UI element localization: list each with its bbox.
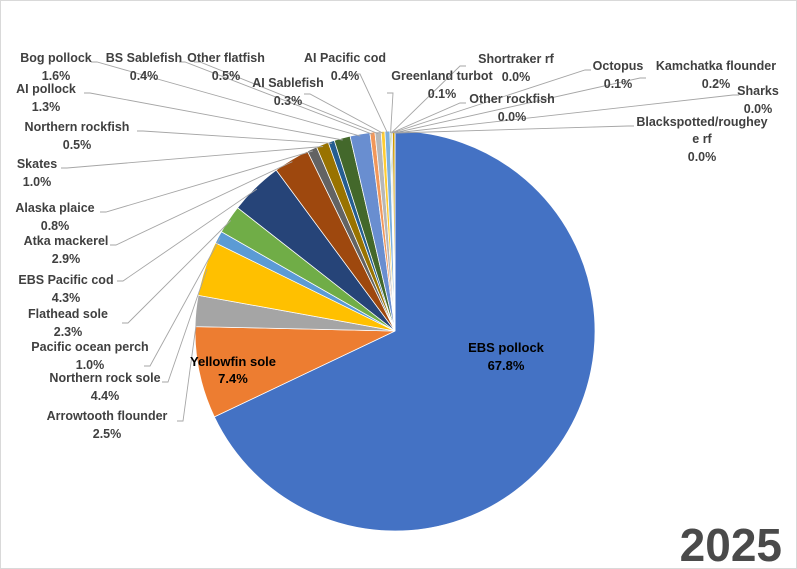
pie-slice-ebs-pollock: [213, 130, 596, 532]
slice-value-bog-pollock: 1.6%: [42, 69, 71, 83]
leader-line-sharks: [394, 94, 739, 134]
leader-line-ai-pacific-cod: [354, 73, 388, 134]
slice-label-northern-rock-sole: Northern rock sole: [49, 371, 160, 385]
leader-line-ebs-pacific-cod: [117, 188, 258, 282]
slice-value-northern-rockfish: 0.5%: [63, 138, 92, 152]
leader-line-blackspotted-rougheye-rf: [394, 125, 634, 134]
leader-line-octopus: [391, 69, 591, 134]
slice-value-alaska-plaice: 0.8%: [41, 219, 70, 233]
slice-value-ai-sablefish: 0.3%: [274, 94, 303, 108]
slice-label-blackspotted-rougheye-rf-line2: e rf: [692, 132, 712, 146]
slice-label-yellowfin-sole: Yellowfin sole: [190, 354, 276, 369]
slice-label-sharks: Sharks: [737, 84, 779, 98]
slice-label-octopus: Octopus: [593, 59, 644, 73]
slice-value-arrowtooth-flounder: 2.5%: [93, 427, 122, 441]
slice-value-octopus: 0.1%: [604, 77, 633, 91]
slice-value-skates: 1.0%: [23, 175, 52, 189]
slice-label-ebs-pollock: EBS pollock: [468, 340, 545, 355]
slice-label-blackspotted-rougheye-rf: Blackspotted/roughey: [636, 115, 767, 129]
leader-line-northern-rock-sole: [162, 268, 208, 383]
slice-label-ebs-pacific-cod: EBS Pacific cod: [18, 273, 113, 287]
slice-label-shortraker-rf: Shortraker rf: [478, 52, 555, 66]
leader-line-bog-pollock: [91, 61, 361, 137]
slice-label-arrowtooth-flounder: Arrowtooth flounder: [47, 409, 168, 423]
leader-line-atka-mackerel: [110, 161, 293, 246]
leader-line-alaska-plaice: [100, 150, 313, 213]
slice-value-sharks: 0.0%: [744, 102, 773, 116]
leader-line-arrowtooth-flounder: [177, 311, 199, 422]
slice-value-flathead-sole: 2.3%: [54, 325, 83, 339]
slice-label-skates: Skates: [17, 157, 57, 171]
slice-label-flathead-sole: Flathead sole: [28, 307, 108, 321]
slice-value-bs-sablefish: 0.4%: [130, 69, 159, 83]
slice-value-greenland-turbot: 0.1%: [428, 87, 457, 101]
leader-line-greenland-turbot: [387, 92, 394, 134]
leader-line-pacific-ocean-perch: [144, 237, 221, 367]
slice-value-kamchatka-flounder: 0.2%: [702, 77, 731, 91]
slice-value-northern-rock-sole: 4.4%: [91, 389, 120, 403]
leader-line-northern-rockfish: [137, 130, 332, 144]
slice-value-shortraker-rf: 0.0%: [502, 70, 531, 84]
slice-label-pacific-ocean-perch: Pacific ocean perch: [31, 340, 148, 354]
slice-label-northern-rockfish: Northern rockfish: [25, 120, 130, 134]
slice-label-kamchatka-flounder: Kamchatka flounder: [656, 59, 776, 73]
pie-slices: [194, 130, 596, 532]
slice-value-ai-pollock: 1.3%: [32, 100, 61, 114]
slice-label-greenland-turbot: Greenland turbot: [391, 69, 493, 83]
slice-value-ebs-pollock: 67.8%: [488, 358, 525, 373]
leader-line-shortraker-rf: [390, 65, 466, 134]
slice-label-alaska-plaice: Alaska plaice: [15, 201, 94, 215]
slice-label-ai-pacific-cod: AI Pacific cod: [304, 51, 386, 65]
chart-title: 2025: [680, 519, 782, 569]
slice-label-other-rockfish: Other rockfish: [469, 92, 554, 106]
slice-label-atka-mackerel: Atka mackerel: [24, 234, 109, 248]
leader-lines: [61, 61, 739, 422]
slice-value-blackspotted-rougheye-rf: 0.0%: [688, 150, 717, 164]
leader-line-other-rockfish: [391, 102, 466, 134]
slice-value-ai-pacific-cod: 0.4%: [331, 69, 360, 83]
leader-line-other-flatfish: [194, 61, 379, 135]
leader-line-skates: [61, 146, 324, 169]
slice-label-bog-pollock: Bog pollock: [20, 51, 92, 65]
slice-value-atka-mackerel: 2.9%: [52, 252, 81, 266]
slice-labels: EBS pollock 67.8% Yellowfin sole 7.4% Arrowt…: [15, 51, 778, 441]
leader-line-ai-pollock: [84, 92, 343, 141]
slice-value-other-rockfish: 0.0%: [498, 110, 527, 124]
slice-label-ai-sablefish: AI Sablefish: [252, 76, 324, 90]
slice-value-yellowfin-sole: 7.4%: [218, 371, 248, 386]
slice-value-ebs-pacific-cod: 4.3%: [52, 291, 81, 305]
leader-line-kamchatka-flounder: [393, 77, 646, 134]
slice-label-ai-pollock: AI pollock: [16, 82, 76, 96]
slice-value-other-flatfish: 0.5%: [212, 69, 241, 83]
leader-line-bs-sablefish: [179, 61, 373, 135]
leader-line-ai-sablefish: [304, 93, 384, 134]
slice-label-bs-sablefish: BS Sablefish: [106, 51, 182, 65]
slice-value-pacific-ocean-perch: 1.0%: [76, 358, 105, 372]
leader-line-flathead-sole: [122, 220, 232, 324]
slice-label-other-flatfish: Other flatfish: [187, 51, 265, 65]
